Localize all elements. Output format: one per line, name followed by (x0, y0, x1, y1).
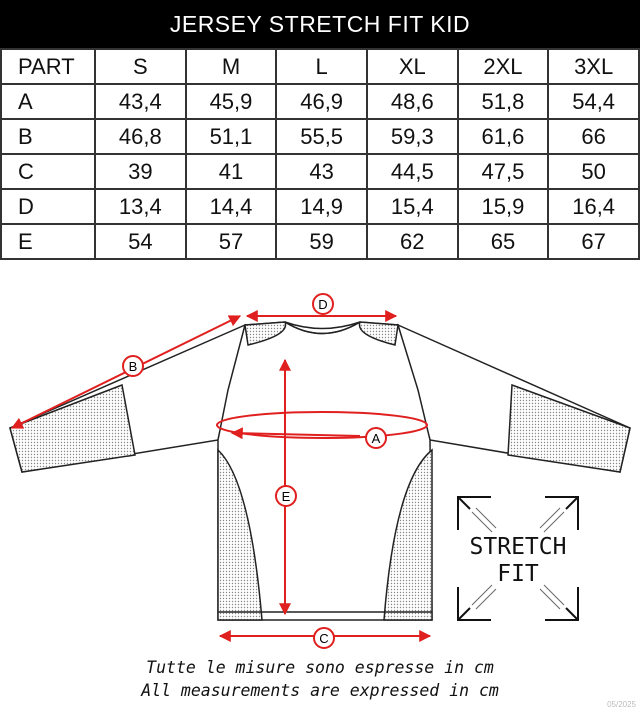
value-cell: 51,8 (456, 83, 550, 120)
table-row: A 43,4 45,9 46,9 48,6 51,8 54,4 (0, 83, 640, 120)
stretch-fit-badge: STRETCH FIT (448, 534, 588, 588)
value-cell: 46,8 (94, 118, 187, 155)
value-cell: 15,9 (456, 188, 550, 225)
part-cell: C (0, 153, 96, 190)
value-cell: 15,4 (365, 188, 459, 225)
note-english: All measurements are expressed in cm (141, 681, 499, 700)
value-cell: 13,4 (94, 188, 187, 225)
value-cell: 45,9 (184, 83, 278, 120)
badge-line-1: STRETCH (469, 534, 567, 560)
svg-text:C: C (319, 631, 328, 646)
header-cell: M (184, 48, 278, 85)
table-row: B 46,8 51,1 55,5 59,3 61,6 66 (0, 118, 640, 155)
value-cell: 67 (547, 223, 640, 260)
value-cell: 46,9 (275, 83, 368, 120)
part-cell: E (0, 223, 96, 260)
svg-text:A: A (372, 431, 381, 446)
table-row: D 13,4 14,4 14,9 15,4 15,9 16,4 (0, 188, 640, 225)
value-cell: 50 (547, 153, 640, 190)
value-cell: 54 (94, 223, 187, 260)
part-cell: A (0, 83, 96, 120)
value-cell: 14,9 (275, 188, 368, 225)
value-cell: 65 (456, 223, 550, 260)
header-cell: 3XL (547, 48, 640, 85)
jersey-diagram: D B A E C (9, 293, 631, 649)
header-cell: S (94, 48, 187, 85)
badge-line-2: FIT (497, 561, 539, 587)
value-cell: 55,5 (275, 118, 368, 155)
svg-text:D: D (318, 297, 327, 312)
table-row: C 39 41 43 44,5 47,5 50 (0, 153, 640, 190)
header-cell: PART (0, 48, 96, 85)
date-stamp: 05/2025 (607, 700, 636, 709)
header-cell: XL (365, 48, 459, 85)
value-cell: 48,6 (365, 83, 459, 120)
size-table: PART S M L XL 2XL 3XL A 43,4 45,9 46,9 48,6 5… (0, 48, 640, 260)
label-e: E (275, 485, 297, 507)
value-cell: 62 (365, 223, 459, 260)
svg-text:E: E (282, 489, 291, 504)
value-cell: 51,1 (184, 118, 278, 155)
table-header-row: PART S M L XL 2XL 3XL (0, 48, 640, 85)
value-cell: 47,5 (456, 153, 550, 190)
value-cell: 43 (275, 153, 368, 190)
value-cell: 54,4 (547, 83, 640, 120)
label-d: D (312, 293, 334, 315)
value-cell: 16,4 (547, 188, 640, 225)
label-circles: D B A E C (122, 293, 387, 649)
value-cell: 61,6 (456, 118, 550, 155)
label-b: B (122, 355, 144, 377)
value-cell: 39 (94, 153, 187, 190)
value-cell: 44,5 (365, 153, 459, 190)
value-cell: 57 (184, 223, 278, 260)
value-cell: 14,4 (184, 188, 278, 225)
part-cell: B (0, 118, 96, 155)
header-cell: L (275, 48, 368, 85)
part-cell: D (0, 188, 96, 225)
stretch-arrows-icon (457, 496, 579, 621)
value-cell: 43,4 (94, 83, 187, 120)
table-row: E 54 57 59 62 65 67 (0, 223, 640, 260)
value-cell: 59 (275, 223, 368, 260)
chart-title: JERSEY STRETCH FIT KID (0, 0, 640, 48)
label-a: A (365, 427, 387, 449)
svg-text:B: B (129, 359, 138, 374)
value-cell: 41 (184, 153, 278, 190)
header-cell: 2XL (456, 48, 550, 85)
value-cell: 59,3 (365, 118, 459, 155)
label-c: C (313, 627, 335, 649)
note-italian: Tutte le misure sono espresse in cm (146, 658, 494, 677)
value-cell: 66 (547, 118, 640, 155)
